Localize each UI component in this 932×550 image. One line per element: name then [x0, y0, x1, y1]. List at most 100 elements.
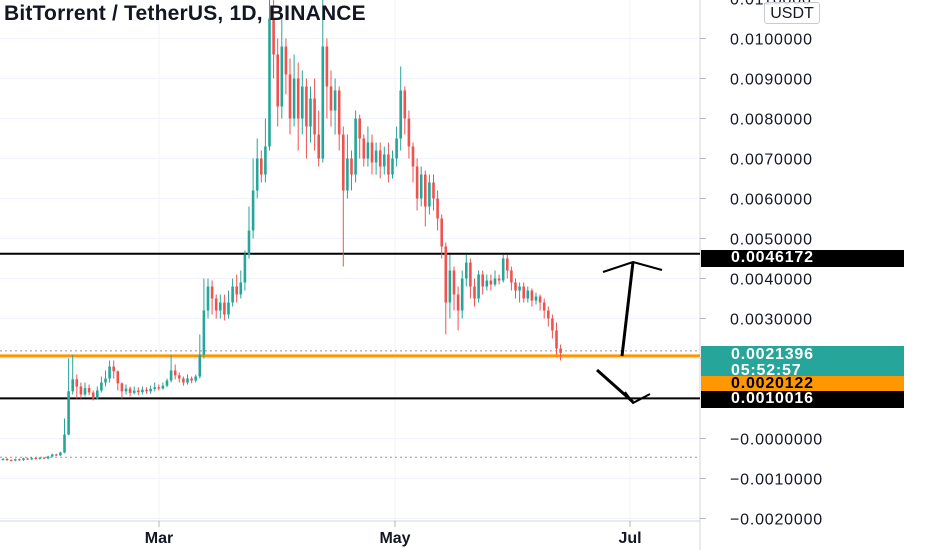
price-tick-label: −0.0010000: [730, 472, 823, 489]
candle-body: [305, 86, 308, 127]
candle: [489, 274, 493, 291]
candle-body: [272, 18, 275, 55]
candle-body: [161, 385, 165, 389]
candle: [235, 274, 238, 303]
candle: [469, 258, 472, 299]
candle: [9, 459, 13, 462]
candle: [465, 254, 468, 287]
candle: [243, 250, 247, 291]
candle-body: [202, 310, 206, 355]
candle-body: [469, 262, 472, 287]
candle-body: [329, 86, 333, 111]
target-up-arrow-head[interactable]: [602, 260, 663, 273]
candle: [178, 372, 181, 383]
price-tick-label: 0.0090000: [730, 72, 813, 89]
candle-body: [247, 230, 251, 255]
candle: [38, 456, 42, 460]
candle-body: [325, 46, 329, 87]
candle: [534, 292, 538, 305]
candle: [321, 0, 325, 163]
candle: [161, 382, 165, 390]
candle: [120, 382, 124, 399]
candle-body: [350, 158, 353, 175]
candle-body: [169, 370, 173, 381]
candle-body: [518, 286, 521, 291]
candle-body: [547, 310, 550, 319]
currency-button[interactable]: USDT: [764, 2, 820, 24]
candle: [374, 142, 378, 175]
candle-body: [210, 286, 214, 299]
price-tick-label: 0.0030000: [730, 312, 813, 329]
candle-body: [522, 286, 525, 299]
candle-body: [538, 296, 542, 303]
candle: [428, 174, 431, 215]
candle: [91, 390, 95, 401]
candle-body: [481, 274, 484, 287]
candle: [456, 286, 460, 331]
price-axis[interactable]: 0.01100000.01000000.00900000.00800000.00…: [700, 0, 823, 529]
candle-body: [440, 218, 443, 247]
candle: [350, 150, 353, 191]
candle: [333, 78, 337, 135]
time-tick-label: Mar: [145, 530, 173, 547]
candle-body: [46, 456, 50, 459]
candle: [514, 278, 517, 299]
candle-body: [26, 458, 29, 460]
candle: [530, 288, 534, 307]
candle-body: [178, 375, 181, 379]
candle-body: [403, 90, 407, 119]
candle-body: [514, 282, 517, 291]
candle-body: [96, 390, 99, 399]
drawing-arrows[interactable]: [596, 260, 663, 405]
candle: [165, 378, 169, 388]
candle-body: [227, 302, 230, 315]
candle-body: [1, 458, 5, 461]
target-down-arrow-shaft[interactable]: [596, 368, 634, 404]
candle: [79, 382, 83, 399]
candle-body: [124, 388, 128, 392]
candle-body: [153, 387, 156, 389]
candle: [46, 455, 50, 460]
candle: [71, 354, 74, 395]
candle-body: [296, 78, 300, 119]
target-down-arrow-head[interactable]: [624, 391, 651, 405]
candle-body: [14, 459, 17, 461]
candle: [473, 278, 476, 307]
candle-body: [38, 457, 42, 459]
candle-body: [71, 379, 74, 392]
candle: [538, 294, 542, 311]
candle-body: [79, 386, 83, 395]
candle-body: [370, 142, 374, 163]
current-price-label: 0.0021396 05:52:57: [701, 346, 904, 379]
candle-body: [100, 382, 103, 391]
candle: [149, 385, 152, 394]
candle-body: [186, 378, 189, 383]
candle-body: [276, 54, 279, 107]
candle-body: [309, 98, 312, 127]
candle-body: [120, 383, 124, 392]
candle: [169, 354, 173, 383]
candle-body: [321, 46, 325, 159]
price-tick-label: 0.0080000: [730, 112, 813, 129]
candle-body: [366, 142, 370, 159]
candle-body: [436, 198, 439, 219]
time-axis[interactable]: Mar May Jul: [145, 521, 642, 547]
candle: [75, 374, 79, 399]
target-up-arrow-shaft[interactable]: [620, 261, 635, 357]
candle: [305, 78, 308, 159]
candle: [354, 110, 357, 183]
candle: [411, 142, 415, 183]
candle: [460, 270, 464, 319]
candle: [288, 58, 292, 135]
candle: [137, 387, 140, 396]
candle-body: [534, 296, 538, 301]
candle: [264, 118, 267, 183]
candle-body: [358, 118, 361, 139]
candle-body: [489, 280, 493, 285]
candle: [280, 18, 284, 119]
grid-lines: [0, 0, 700, 521]
candle-body: [411, 146, 415, 167]
candle-body: [506, 258, 509, 271]
candle-body: [354, 118, 357, 175]
